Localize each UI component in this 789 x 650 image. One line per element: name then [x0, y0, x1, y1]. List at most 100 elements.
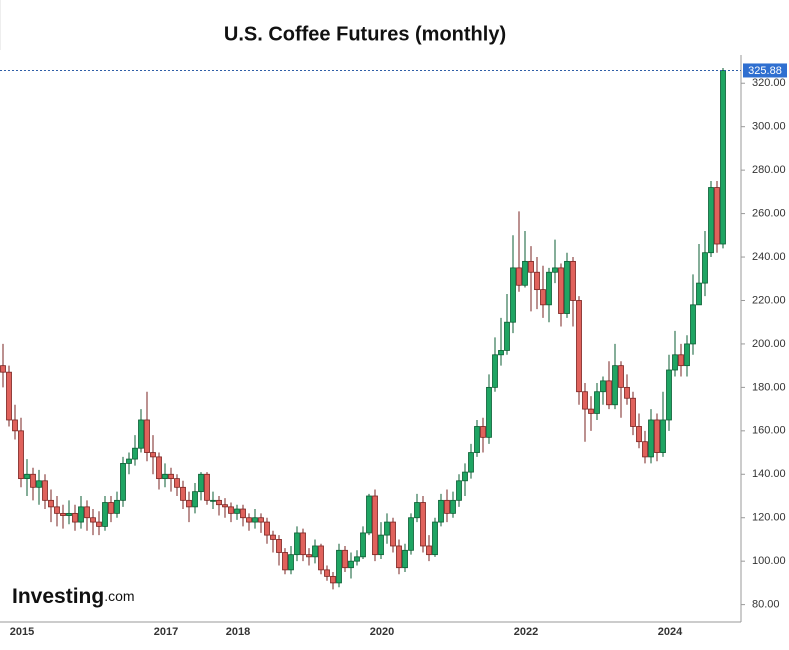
candle-body [276, 539, 282, 553]
candle-body [186, 499, 192, 508]
last-price-label: 325.88 [748, 65, 782, 77]
candle-body [84, 506, 90, 519]
candle-body [414, 502, 420, 519]
candle-body [396, 545, 402, 569]
candle-body [600, 380, 606, 393]
logo: Investing.com [12, 585, 135, 608]
candle-body [204, 473, 210, 501]
candle-body [618, 365, 624, 388]
candle-body [720, 70, 726, 245]
candle-body [282, 552, 288, 571]
candle-body [408, 517, 414, 551]
candle-body [342, 549, 348, 569]
candle-body [138, 419, 144, 449]
candle-body [420, 502, 426, 547]
candle-body [498, 350, 504, 356]
candle-body [714, 187, 720, 245]
candle-body [594, 391, 600, 414]
candle-body [192, 491, 198, 508]
candle-body [660, 419, 666, 453]
candle-body [492, 354, 498, 388]
candle-body [180, 486, 186, 501]
candle-body [156, 456, 162, 480]
y-tick-label: 200.00 [752, 338, 786, 350]
y-tick-label: 220.00 [752, 294, 786, 306]
x-tick-label: 2017 [154, 626, 178, 638]
candle-body [96, 521, 102, 527]
candle-body [516, 267, 522, 286]
candle-body [654, 419, 660, 453]
candle-body [426, 545, 432, 556]
candle-body [480, 426, 486, 438]
candle-body [102, 502, 108, 527]
candle-body [48, 499, 54, 508]
candle-body [552, 267, 558, 273]
last-price-box [743, 63, 787, 78]
candle-body [690, 304, 696, 345]
chart-title: U.S. Coffee Futures (monthly) [224, 23, 506, 45]
candle-body [390, 521, 396, 547]
candle-body [198, 473, 204, 493]
candle-body [564, 260, 570, 314]
candle-body [66, 512, 72, 516]
candle-body [210, 499, 216, 502]
candle-body [312, 545, 318, 558]
candle-body [222, 504, 228, 508]
candle-body [240, 508, 246, 519]
candle-body [540, 289, 546, 306]
candle-body [0, 365, 6, 373]
candle-body [288, 554, 294, 571]
candle-body [438, 499, 444, 523]
candle-body [630, 397, 636, 427]
candle-body [126, 458, 132, 464]
y-tick-label: 320.00 [752, 77, 786, 89]
candle-body [486, 386, 492, 438]
candle-body [270, 534, 276, 540]
candle-body [462, 471, 468, 482]
candle-body [378, 534, 384, 556]
candle-body [264, 521, 270, 536]
candle-body [558, 267, 564, 314]
x-tick-label: 2018 [226, 626, 250, 638]
candle-body [372, 495, 378, 556]
candle-body [162, 473, 168, 480]
y-tick-label: 100.00 [752, 555, 786, 567]
candle-body [108, 502, 114, 514]
candle-body [468, 452, 474, 473]
x-tick-label: 2024 [658, 626, 683, 638]
candle-body [696, 282, 702, 306]
candle-body [168, 473, 174, 480]
candle-body [522, 260, 528, 286]
candle-body [300, 532, 306, 556]
candle-body [612, 365, 618, 406]
candle-body [252, 517, 258, 523]
candle-body [444, 499, 450, 514]
candle-body [336, 549, 342, 584]
candle-body [120, 463, 126, 501]
candle-body [294, 532, 300, 556]
candle-body [174, 478, 180, 488]
candle-body [642, 441, 648, 458]
candle-body [60, 512, 66, 516]
candle-body [306, 554, 312, 558]
candle-body [402, 549, 408, 569]
candle-body [54, 506, 60, 514]
y-tick-label: 240.00 [752, 251, 786, 263]
candle-body [258, 517, 264, 523]
candle-body [150, 452, 156, 458]
candle-body [636, 426, 642, 443]
candle-body [354, 556, 360, 562]
candle-body [144, 419, 150, 453]
candle-body [606, 380, 612, 406]
candle-body [384, 521, 390, 536]
y-tick-label: 140.00 [752, 468, 786, 480]
candle-body [246, 517, 252, 523]
candle-body [42, 480, 48, 501]
y-tick-label: 180.00 [752, 381, 786, 393]
candle-body [576, 300, 582, 393]
candle-body [348, 560, 354, 569]
candle-body [708, 187, 714, 254]
candle-body [132, 447, 138, 460]
candle-body [624, 386, 630, 399]
candle-body [234, 508, 240, 514]
